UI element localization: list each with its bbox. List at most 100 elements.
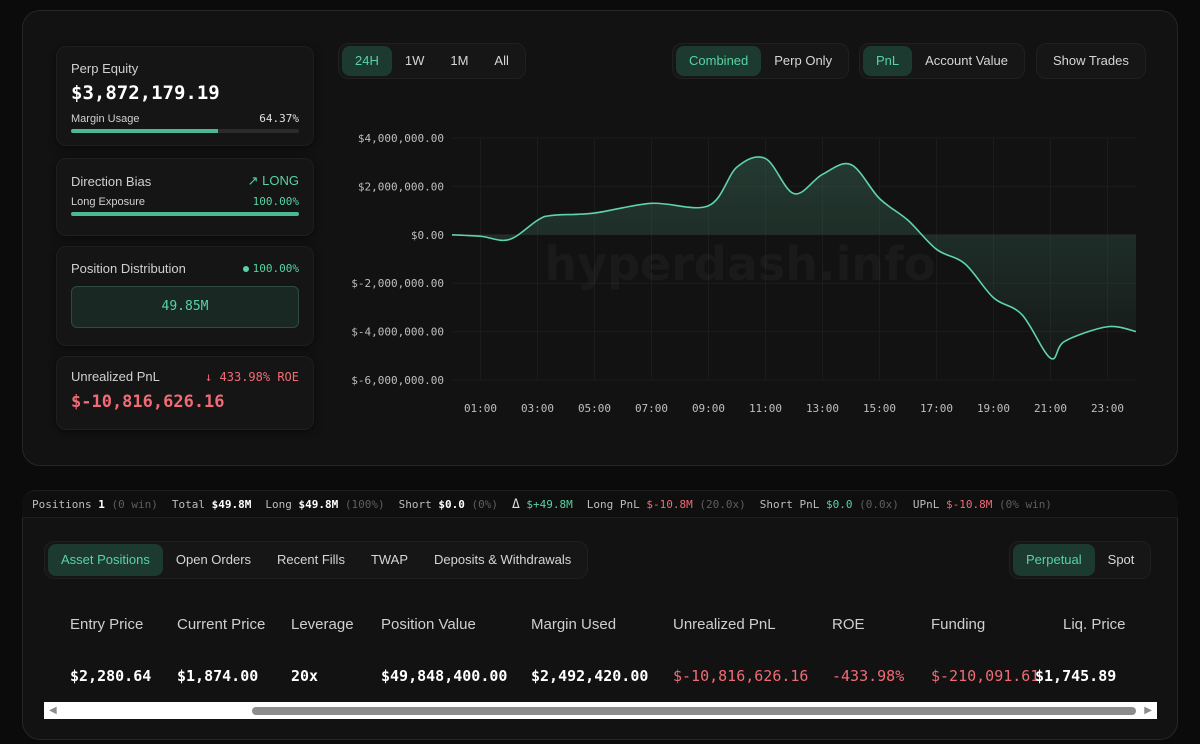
margin-usage-value: 64.37% <box>259 112 299 125</box>
x-tick-label: 03:00 <box>521 402 554 415</box>
metric-tabs: PnL Account Value <box>859 43 1026 79</box>
x-tick-label: 13:00 <box>806 402 839 415</box>
stat-long-pnl: Long PnL $-10.8M (20.0x) <box>586 497 746 511</box>
margin-usage-bar <box>71 129 299 133</box>
stat-short: Short $0.0 (0%) <box>398 497 498 511</box>
col-leverage[interactable]: Leverage <box>291 616 354 633</box>
scroll-right-icon[interactable]: ▶ <box>1144 705 1152 716</box>
delta-icon: Δ <box>511 496 520 512</box>
perp-equity-value: $3,872,179.19 <box>71 82 220 104</box>
roe-indicator: ↓ 433.98% ROE <box>205 370 299 384</box>
table-horizontal-scrollbar[interactable]: ◀ ▶ <box>44 702 1157 719</box>
tab-all[interactable]: All <box>494 53 509 68</box>
positions-tabs: Asset Positions Open Orders Recent Fills… <box>44 541 589 579</box>
stat-upnl: UPnL $-10.8M (0% win) <box>912 497 1052 511</box>
x-tick-label: 23:00 <box>1091 402 1124 415</box>
long-exposure-fill <box>71 212 299 216</box>
y-tick-label: $0.00 <box>411 229 444 242</box>
mode-tabs: Combined Perp Only <box>672 43 850 79</box>
tab-1w[interactable]: 1W <box>404 53 425 68</box>
scroll-left-icon[interactable]: ◀ <box>49 705 57 716</box>
col-entry-price[interactable]: Entry Price <box>70 616 144 633</box>
tab-combined[interactable]: Combined <box>676 46 762 76</box>
tab-account-value[interactable]: Account Value <box>925 53 1009 68</box>
position-distribution-pct: 100.00% <box>242 262 299 275</box>
position-distribution-card: Position Distribution 100.00% 49.85M <box>56 246 314 346</box>
cell-roe: -433.98% <box>832 667 905 685</box>
x-tick-label: 09:00 <box>692 402 725 415</box>
pnl-area <box>452 156 1136 359</box>
tab-twap[interactable]: TWAP <box>370 552 409 567</box>
direction-bias-indicator: ↗ LONG <box>248 173 299 189</box>
stat-long: Long $49.8M (100%) <box>265 497 385 511</box>
unrealized-pnl-card: Unrealized PnL ↓ 433.98% ROE $-10,816,62… <box>56 356 314 430</box>
scrollbar-thumb[interactable] <box>252 707 1136 715</box>
unrealized-pnl-label: Unrealized PnL <box>71 369 160 384</box>
x-tick-label: 07:00 <box>635 402 668 415</box>
tab-perp-only[interactable]: Perp Only <box>774 53 833 68</box>
stat-delta: Δ $+49.8M <box>511 496 573 512</box>
col-roe[interactable]: ROE <box>832 616 865 633</box>
col-margin-used[interactable]: Margin Used <box>531 616 617 633</box>
range-tabs: 24H 1W 1M All <box>338 43 526 79</box>
perp-equity-label: Perp Equity <box>71 61 139 76</box>
positions-summary-bar: Positions 1 (0 win) Total $49.8M Long $4… <box>22 490 1178 518</box>
long-exposure-bar <box>71 212 299 216</box>
y-tick-label: $2,000,000.00 <box>358 180 444 193</box>
stat-total: Total $49.8M <box>171 497 252 511</box>
position-distribution-label: Position Distribution <box>71 261 186 276</box>
stat-short-pnl: Short PnL $0.0 (0.0x) <box>759 497 899 511</box>
position-distribution-bar[interactable]: 49.85M <box>71 286 299 328</box>
tab-spot[interactable]: Spot <box>1107 552 1135 567</box>
market-tabs: Perpetual Spot <box>1009 541 1152 579</box>
pnl-chart[interactable]: hyperdash.info $4,000,000.00 $2,000,000.0… <box>340 120 1150 420</box>
tab-perpetual[interactable]: Perpetual <box>1013 544 1095 576</box>
cell-entry-price: $2,280.64 <box>70 667 152 685</box>
cell-current-price: $1,874.00 <box>177 667 259 685</box>
pnl-line <box>451 156 1137 360</box>
tab-deposits-withdrawals[interactable]: Deposits & Withdrawals <box>434 552 572 567</box>
y-tick-label: $-2,000,000.00 <box>351 277 444 290</box>
tab-pnl[interactable]: PnL <box>863 46 913 76</box>
cell-position-value: $49,848,400.00 <box>381 667 508 685</box>
x-tick-label: 19:00 <box>977 402 1010 415</box>
col-position-value[interactable]: Position Value <box>381 616 476 633</box>
direction-bias-value: LONG <box>262 173 299 188</box>
dot-icon <box>242 266 249 272</box>
y-tick-label: $4,000,000.00 <box>358 132 444 145</box>
perp-equity-card: Perp Equity $3,872,179.19 Margin Usage 6… <box>56 46 314 146</box>
cell-funding: $-210,091.61 <box>931 667 1040 685</box>
long-exposure-value: 100.00% <box>252 195 299 208</box>
y-tick-label: $-6,000,000.00 <box>351 374 444 387</box>
y-tick-label: $-4,000,000.00 <box>351 326 444 339</box>
col-funding[interactable]: Funding <box>931 616 986 633</box>
x-tick-label: 05:00 <box>578 402 611 415</box>
margin-usage-fill <box>71 129 218 133</box>
long-exposure-label: Long Exposure <box>71 195 145 208</box>
roe-value: 433.98% ROE <box>219 369 299 384</box>
direction-bias-label: Direction Bias <box>71 173 152 189</box>
cell-leverage: 20x <box>291 667 319 685</box>
show-trades-button[interactable]: Show Trades <box>1053 53 1129 68</box>
col-current-price[interactable]: Current Price <box>177 616 266 633</box>
cell-margin-used: $2,492,420.00 <box>531 667 649 685</box>
col-liq-price[interactable]: Liq. Price <box>1063 616 1126 633</box>
x-tick-label: 11:00 <box>749 402 782 415</box>
tab-recent-fills[interactable]: Recent Fills <box>277 552 345 567</box>
x-tick-label: 17:00 <box>920 402 953 415</box>
tab-open-orders[interactable]: Open Orders <box>175 552 252 567</box>
direction-bias-card: Direction Bias ↗ LONG Long Exposure 100.… <box>56 158 314 236</box>
cell-unrealized-pnl: $-10,816,626.16 <box>673 667 809 685</box>
x-tick-label: 21:00 <box>1034 402 1067 415</box>
stat-positions: Positions 1 (0 win) <box>32 497 158 511</box>
trending-up-icon: ↗ <box>247 173 259 188</box>
col-unrealized-pnl[interactable]: Unrealized PnL <box>673 616 776 633</box>
arrow-down-icon: ↓ <box>205 369 213 384</box>
unrealized-pnl-value: $-10,816,626.16 <box>71 392 225 412</box>
cell-liq-price: $1,745.89 <box>1035 667 1117 685</box>
tab-1m[interactable]: 1M <box>450 53 469 68</box>
tab-24h[interactable]: 24H <box>342 46 392 76</box>
margin-usage-label: Margin Usage <box>71 112 140 125</box>
position-distribution-pct-text: 100.00% <box>252 262 299 275</box>
tab-asset-positions[interactable]: Asset Positions <box>48 544 163 576</box>
